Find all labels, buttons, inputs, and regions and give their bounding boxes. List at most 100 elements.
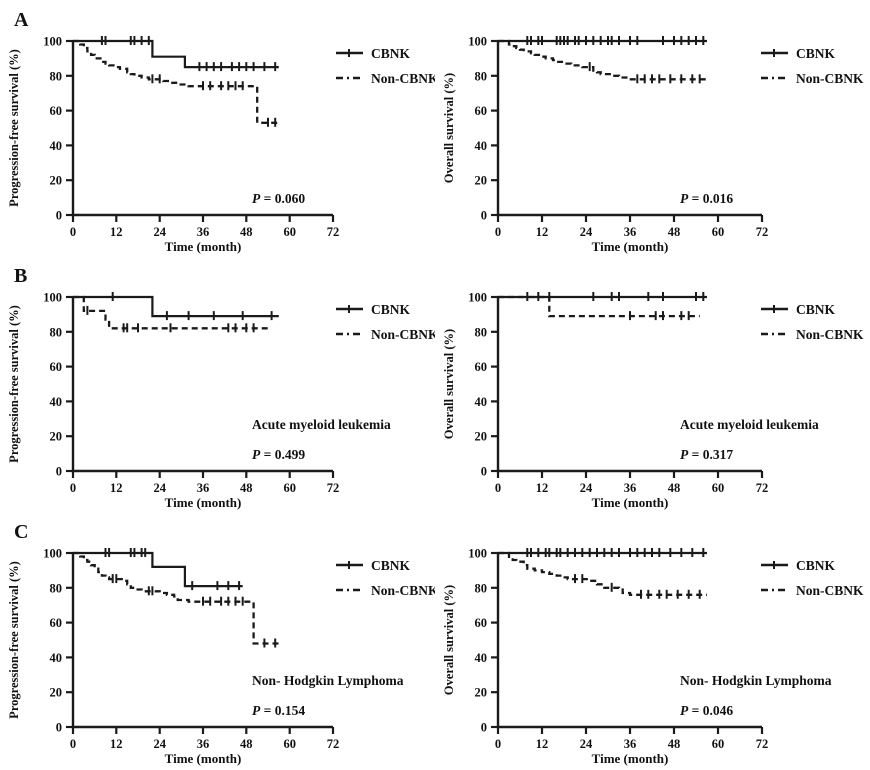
svg-text:72: 72 (327, 225, 340, 239)
svg-text:P = 0.317: P = 0.317 (680, 447, 733, 462)
svg-text:48: 48 (668, 737, 681, 751)
svg-text:100: 100 (43, 547, 62, 561)
svg-text:24: 24 (153, 481, 166, 495)
svg-text:CBNK: CBNK (796, 302, 836, 317)
svg-text:0: 0 (481, 721, 487, 735)
svg-text:60: 60 (283, 481, 296, 495)
svg-text:48: 48 (240, 225, 253, 239)
chart-a-progression-free-survival: 0 20 40 60 80 100 0 12 24 36 48 60 72 Time (month) Pro… (7, 35, 435, 255)
svg-text:80: 80 (475, 581, 488, 595)
svg-text:60: 60 (50, 360, 63, 374)
svg-text:72: 72 (327, 737, 340, 751)
svg-text:36: 36 (624, 481, 637, 495)
svg-text:0: 0 (70, 481, 76, 495)
svg-text:CBNK: CBNK (796, 46, 836, 61)
svg-text:40: 40 (475, 651, 488, 665)
svg-text:0: 0 (56, 721, 62, 735)
svg-text:60: 60 (475, 616, 488, 630)
svg-text:60: 60 (475, 360, 488, 374)
panel-b-pfs-aml: B 0 20 40 60 80 100 0 12 24 36 48 60 72 Time (month) P… (0, 257, 435, 513)
svg-text:CBNK: CBNK (796, 558, 836, 573)
svg-text:40: 40 (475, 139, 488, 153)
svg-text:Time (month): Time (month) (165, 495, 242, 510)
svg-text:Time (month): Time (month) (165, 239, 242, 254)
svg-text:Time (month): Time (month) (592, 751, 669, 766)
svg-text:24: 24 (153, 737, 166, 751)
chart-c-progression-free-survival-nhl: 0 20 40 60 80 100 0 12 24 36 48 60 72 Time (month) Pro… (7, 547, 435, 767)
svg-text:P = 0.060: P = 0.060 (252, 191, 305, 206)
svg-text:Progression-free survival (%): Progression-free survival (%) (7, 561, 21, 719)
svg-text:24: 24 (580, 225, 593, 239)
svg-text:60: 60 (712, 225, 725, 239)
svg-text:36: 36 (197, 225, 210, 239)
svg-text:0: 0 (70, 225, 76, 239)
svg-text:12: 12 (536, 225, 549, 239)
svg-text:Overall survival (%): Overall survival (%) (442, 73, 456, 183)
svg-text:48: 48 (668, 225, 681, 239)
svg-text:40: 40 (50, 395, 63, 409)
svg-text:CBNK: CBNK (371, 302, 411, 317)
svg-text:P = 0.016: P = 0.016 (680, 191, 733, 206)
svg-text:24: 24 (580, 481, 593, 495)
svg-text:12: 12 (110, 481, 123, 495)
panel-letter-c: C (14, 521, 29, 543)
svg-text:0: 0 (495, 737, 501, 751)
svg-text:60: 60 (283, 225, 296, 239)
svg-text:36: 36 (197, 737, 210, 751)
svg-text:20: 20 (475, 174, 488, 188)
svg-text:Time (month): Time (month) (592, 495, 669, 510)
svg-text:72: 72 (327, 481, 340, 495)
svg-text:60: 60 (712, 737, 725, 751)
svg-text:60: 60 (712, 481, 725, 495)
svg-text:12: 12 (536, 737, 549, 751)
svg-text:40: 40 (50, 651, 63, 665)
svg-text:P = 0.046: P = 0.046 (680, 703, 733, 718)
svg-text:36: 36 (624, 225, 637, 239)
svg-text:12: 12 (110, 737, 123, 751)
svg-text:Non- Hodgkin Lymphoma: Non- Hodgkin Lymphoma (252, 673, 404, 688)
svg-text:80: 80 (50, 325, 63, 339)
svg-text:12: 12 (536, 481, 549, 495)
svg-text:100: 100 (43, 291, 62, 305)
svg-text:0: 0 (481, 209, 487, 223)
svg-text:0: 0 (70, 737, 76, 751)
svg-text:0: 0 (56, 209, 62, 223)
chart-b-progression-free-survival-aml: 0 20 40 60 80 100 0 12 24 36 48 60 72 Time (month) Pro… (7, 291, 435, 511)
svg-text:36: 36 (624, 737, 637, 751)
svg-text:12: 12 (110, 225, 123, 239)
svg-text:P = 0.154: P = 0.154 (252, 703, 305, 718)
svg-text:100: 100 (43, 35, 62, 49)
svg-text:100: 100 (468, 35, 487, 49)
svg-text:Acute myeloid leukemia: Acute myeloid leukemia (680, 417, 819, 432)
svg-text:80: 80 (475, 69, 488, 83)
svg-text:60: 60 (50, 616, 63, 630)
svg-text:48: 48 (240, 737, 253, 751)
svg-text:Acute myeloid leukemia: Acute myeloid leukemia (252, 417, 391, 432)
svg-text:72: 72 (756, 737, 769, 751)
svg-text:80: 80 (50, 69, 63, 83)
svg-text:Progression-free survival (%): Progression-free survival (%) (7, 305, 21, 463)
svg-text:60: 60 (283, 737, 296, 751)
panel-c-os-nhl: 0 20 40 60 80 100 0 12 24 36 48 60 72 Time (month) Ove… (435, 513, 870, 769)
panel-letter-b: B (14, 265, 28, 287)
svg-text:0: 0 (495, 481, 501, 495)
svg-text:Non-CBNK: Non-CBNK (371, 327, 435, 342)
chart-c-overall-survival-nhl: 0 20 40 60 80 100 0 12 24 36 48 60 72 Time (month) Ove… (442, 547, 864, 767)
svg-text:Progression-free survival (%): Progression-free survival (%) (7, 49, 21, 207)
svg-text:40: 40 (50, 139, 63, 153)
svg-text:60: 60 (475, 104, 488, 118)
panel-a-os: 0 20 40 60 80 100 0 12 24 36 48 60 72 Time (month) Ove… (435, 1, 870, 257)
svg-text:48: 48 (240, 481, 253, 495)
svg-text:60: 60 (50, 104, 63, 118)
panel-b-os-aml: 0 20 40 60 80 100 0 12 24 36 48 60 72 Time (month) Ove… (435, 257, 870, 513)
chart-b-overall-survival-aml: 0 20 40 60 80 100 0 12 24 36 48 60 72 Time (month) Ove… (442, 291, 864, 511)
svg-text:Non-CBNK: Non-CBNK (796, 327, 864, 342)
panel-letter-a: A (14, 9, 29, 31)
svg-text:Non-CBNK: Non-CBNK (371, 71, 435, 86)
svg-text:36: 36 (197, 481, 210, 495)
svg-text:Non-CBNK: Non-CBNK (796, 71, 864, 86)
panel-c-pfs-nhl: C 0 20 40 60 80 100 0 12 24 36 48 60 72 Time (month) P… (0, 513, 435, 769)
svg-text:100: 100 (468, 291, 487, 305)
svg-text:Non- Hodgkin Lymphoma: Non- Hodgkin Lymphoma (680, 673, 832, 688)
